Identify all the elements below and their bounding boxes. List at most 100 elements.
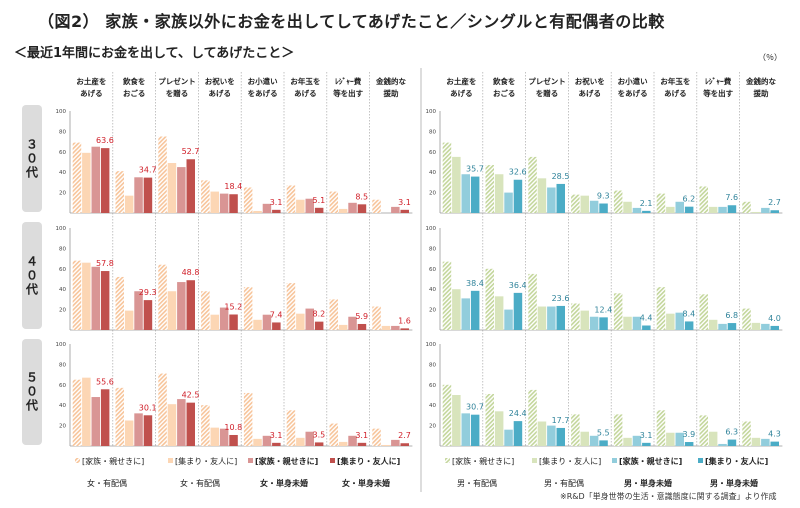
bar — [72, 379, 82, 446]
bar — [504, 192, 513, 213]
bar — [143, 300, 153, 330]
bar — [599, 317, 608, 330]
bar — [452, 289, 461, 330]
bar — [642, 210, 651, 213]
bar — [547, 187, 556, 213]
category-label: をあげる — [248, 88, 278, 98]
bar — [338, 441, 348, 446]
category-label: お土産を — [446, 76, 476, 86]
bar — [167, 291, 177, 330]
bar — [115, 171, 124, 213]
category-label: 金銭的な — [375, 76, 406, 86]
category-label: あげる — [579, 88, 602, 98]
footnote: ※R&D「単身世帯の生活・意識態度に関する調査」より作成 — [560, 492, 777, 501]
category-label: プレゼント — [158, 76, 196, 86]
bar — [262, 435, 272, 446]
bar — [134, 413, 143, 446]
bar — [770, 210, 779, 213]
bar — [708, 206, 718, 213]
data-label: 3.1 — [398, 198, 411, 207]
bar — [158, 373, 167, 446]
y-tick-label: 40 — [429, 287, 436, 293]
bar — [91, 146, 100, 213]
bar — [115, 276, 124, 330]
bar — [632, 207, 642, 213]
data-label: 35.7 — [466, 165, 484, 174]
bar — [537, 178, 547, 213]
bar — [494, 174, 504, 213]
bar — [229, 314, 238, 330]
data-label: 1.6 — [398, 316, 411, 325]
data-label: 6.3 — [725, 428, 738, 437]
category-label: おごる — [493, 88, 516, 98]
bar — [513, 292, 523, 330]
bar — [372, 306, 381, 330]
bar — [742, 421, 751, 446]
bar — [286, 185, 296, 213]
bar — [485, 268, 494, 330]
bar — [272, 322, 281, 330]
bar — [296, 437, 305, 446]
bar — [186, 159, 195, 213]
bar — [623, 437, 632, 446]
y-tick-label: 60 — [59, 150, 66, 156]
bar — [286, 410, 296, 446]
legend-label: [集まり・友人に] — [539, 456, 601, 466]
bar — [348, 435, 357, 446]
y-tick-label: 20 — [429, 308, 436, 314]
legend-label: [集まり・友人に] — [705, 456, 768, 466]
y-tick-label: 20 — [429, 191, 436, 197]
category-label: 金銭的な — [745, 76, 776, 86]
bar — [177, 167, 186, 213]
bar — [391, 439, 400, 446]
bar — [253, 210, 262, 213]
bar — [296, 313, 305, 330]
category-label: 援助 — [754, 88, 769, 98]
legend-group: 男・有配偶 — [457, 478, 497, 488]
legend-label: [家族・親せきに] — [452, 456, 514, 466]
bar — [699, 294, 708, 330]
bar — [391, 325, 400, 330]
bar — [177, 282, 186, 330]
bar — [461, 298, 470, 330]
legend-swatch — [698, 458, 703, 463]
category-label: おごる — [123, 88, 146, 98]
bar — [305, 198, 314, 213]
bar — [470, 176, 480, 213]
bar — [400, 328, 409, 330]
age-text: ３０代 — [24, 137, 39, 180]
bar — [666, 206, 675, 213]
bar — [115, 387, 124, 446]
bar — [708, 431, 718, 446]
bar — [504, 429, 513, 446]
bar — [580, 310, 589, 330]
bar — [623, 316, 632, 330]
bar — [727, 439, 737, 446]
bar — [143, 415, 153, 446]
bar — [348, 316, 357, 330]
bar — [589, 435, 599, 446]
data-label: 38.4 — [466, 279, 484, 288]
bar — [124, 420, 134, 446]
y-tick-label: 60 — [429, 150, 436, 156]
category-label: お年玉を — [660, 76, 690, 86]
y-tick-label: 80 — [429, 246, 436, 252]
bar — [513, 179, 523, 213]
bar — [666, 313, 675, 330]
bar — [675, 432, 684, 446]
data-label: 4.3 — [768, 430, 781, 439]
bar — [547, 425, 556, 446]
bar — [400, 443, 409, 446]
bar — [229, 194, 238, 213]
y-tick-label: 40 — [59, 170, 66, 176]
bar — [504, 309, 513, 330]
data-label: 3.1 — [270, 431, 283, 440]
data-label: 48.8 — [182, 268, 200, 277]
bar — [219, 193, 229, 213]
legend-swatch — [75, 458, 80, 463]
bar — [91, 397, 100, 446]
data-label: 7.6 — [725, 193, 738, 202]
bar — [158, 136, 167, 213]
bar — [537, 306, 547, 330]
age-label-30s: ３０代 — [22, 105, 42, 212]
